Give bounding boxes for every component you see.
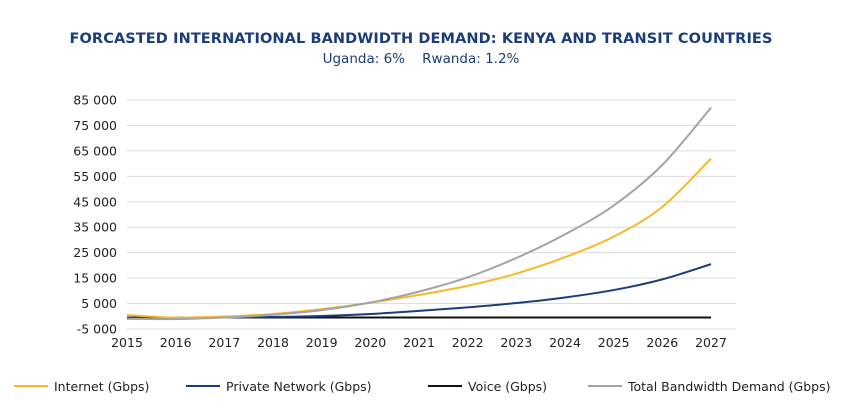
x-tick-label: 2025	[598, 335, 630, 350]
legend-item: Internet (Gbps)	[14, 378, 149, 394]
x-tick-label: 2027	[695, 335, 727, 350]
y-tick-label: 15 000	[73, 271, 117, 286]
x-tick-label: 2023	[500, 335, 532, 350]
x-tick-label: 2015	[111, 335, 143, 350]
series-line-3	[126, 106, 712, 321]
x-tick-label: 2019	[306, 335, 338, 350]
series-lines	[126, 106, 712, 321]
legend-label: Total Bandwidth Demand (Gbps)	[628, 378, 831, 394]
y-tick-label: 85 000	[73, 93, 117, 108]
legend-label: Voice (Gbps)	[468, 378, 548, 394]
legend-swatch	[14, 385, 48, 387]
series-line-0	[126, 157, 712, 319]
y-tick-label: 75 000	[73, 118, 117, 133]
x-tick-label: 2021	[403, 335, 435, 350]
legend-swatch	[186, 385, 220, 387]
x-tick-label: 2017	[208, 335, 240, 350]
x-tick-label: 2016	[160, 335, 192, 350]
line-chart: -5 000 5 000 15 000 25 000 35 000 45 000 55 00…	[73, 93, 736, 350]
chart-subtitle: Uganda: 6% Rwanda: 1.2%	[322, 51, 520, 67]
gridlines	[127, 99, 736, 330]
y-tick-label: -5 000	[77, 322, 117, 337]
legend-label: Internet (Gbps)	[54, 378, 150, 394]
legend-item: Total Bandwidth Demand (Gbps)	[588, 378, 831, 394]
legend-item: Voice (Gbps)	[428, 378, 547, 394]
y-tick-label: 45 000	[73, 194, 117, 209]
x-tick-label: 2020	[354, 335, 386, 350]
chart-title: FORCASTED INTERNATIONAL BANDWIDTH DEMAND…	[69, 31, 773, 47]
legend-item: Private Network (Gbps)	[186, 378, 372, 394]
y-tick-label: 5 000	[81, 296, 117, 311]
y-tick-label: 35 000	[73, 220, 117, 235]
legend-swatch	[428, 385, 462, 387]
y-tick-label: 55 000	[73, 169, 117, 184]
y-axis-labels: -5 000 5 000 15 000 25 000 35 000 45 000 55 00…	[73, 93, 117, 337]
x-tick-label: 2026	[646, 335, 678, 350]
y-tick-label: 25 000	[73, 245, 117, 260]
legend-label: Private Network (Gbps)	[226, 378, 372, 394]
x-tick-label: 2022	[452, 335, 484, 350]
x-axis-labels: 2015 2016 2017 2018 2019 2020 2021 2022 2023 2024…	[111, 335, 727, 350]
y-tick-label: 65 000	[73, 143, 117, 158]
legend-swatch	[588, 385, 622, 387]
x-tick-label: 2024	[549, 335, 581, 350]
x-tick-label: 2018	[257, 335, 289, 350]
